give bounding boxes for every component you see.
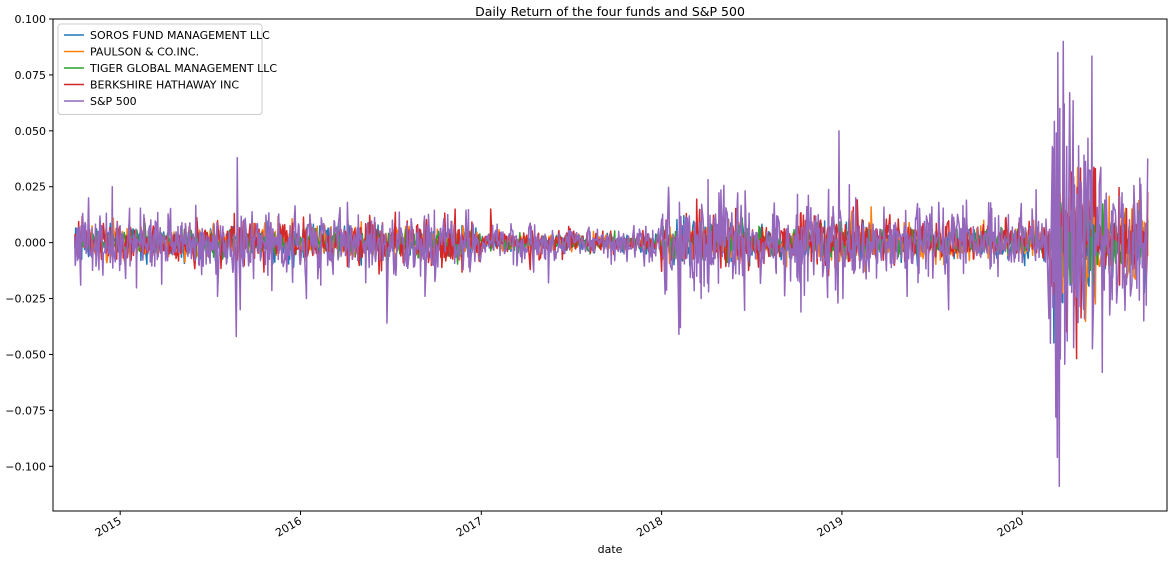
legend-box	[57, 23, 263, 115]
legend-label-tiger-global-management-llc: TIGER GLOBAL MANAGEMENT LLC	[89, 62, 277, 75]
axes-frame	[52, 18, 1168, 512]
legend-label-soros-fund-management-llc: SOROS FUND MANAGEMENT LLC	[90, 29, 270, 42]
y-tick-label: −0.075	[5, 404, 46, 417]
y-tick-label: 0.000	[15, 237, 47, 250]
x-tick-label: 2016	[273, 514, 304, 539]
legend-label-berkshire-hathaway-inc: BERKSHIRE HATHAWAY INC	[90, 79, 239, 92]
y-tick-label: 0.100	[15, 13, 47, 26]
x-tick-label: 2015	[93, 514, 124, 539]
y-tick-label: 0.050	[15, 125, 47, 138]
x-tick-label: 2018	[634, 514, 665, 539]
y-tick-label: 0.075	[15, 69, 47, 82]
y-tick-label: −0.050	[5, 348, 46, 361]
legend: SOROS FUND MANAGEMENT LLC PAULSON & CO.IN…	[57, 23, 277, 115]
legend-label-s-p-500: S&P 500	[90, 95, 137, 108]
x-tick-label: 2020	[995, 514, 1026, 539]
x-tick-label: 2019	[815, 514, 846, 539]
y-axis: −0.100 −0.075 −0.050 −0.025 0.000 0.025 0.050 0…	[5, 13, 53, 473]
y-tick-label: −0.100	[5, 460, 46, 473]
x-tick-label: 2017	[454, 514, 485, 539]
legend-label-paulson-co-inc: PAULSON & CO.INC.	[90, 46, 199, 59]
chart-title: Daily Return of the four funds and S&P 5…	[475, 4, 745, 19]
plot-area	[73, 40, 1149, 488]
y-tick-label: −0.025	[5, 293, 46, 306]
x-axis-label: date	[598, 543, 623, 556]
y-tick-label: 0.025	[15, 181, 47, 194]
series-line-s-p-500	[73, 40, 1149, 488]
x-axis: 2015 2016 2017 2018 2019 2020	[93, 511, 1026, 540]
